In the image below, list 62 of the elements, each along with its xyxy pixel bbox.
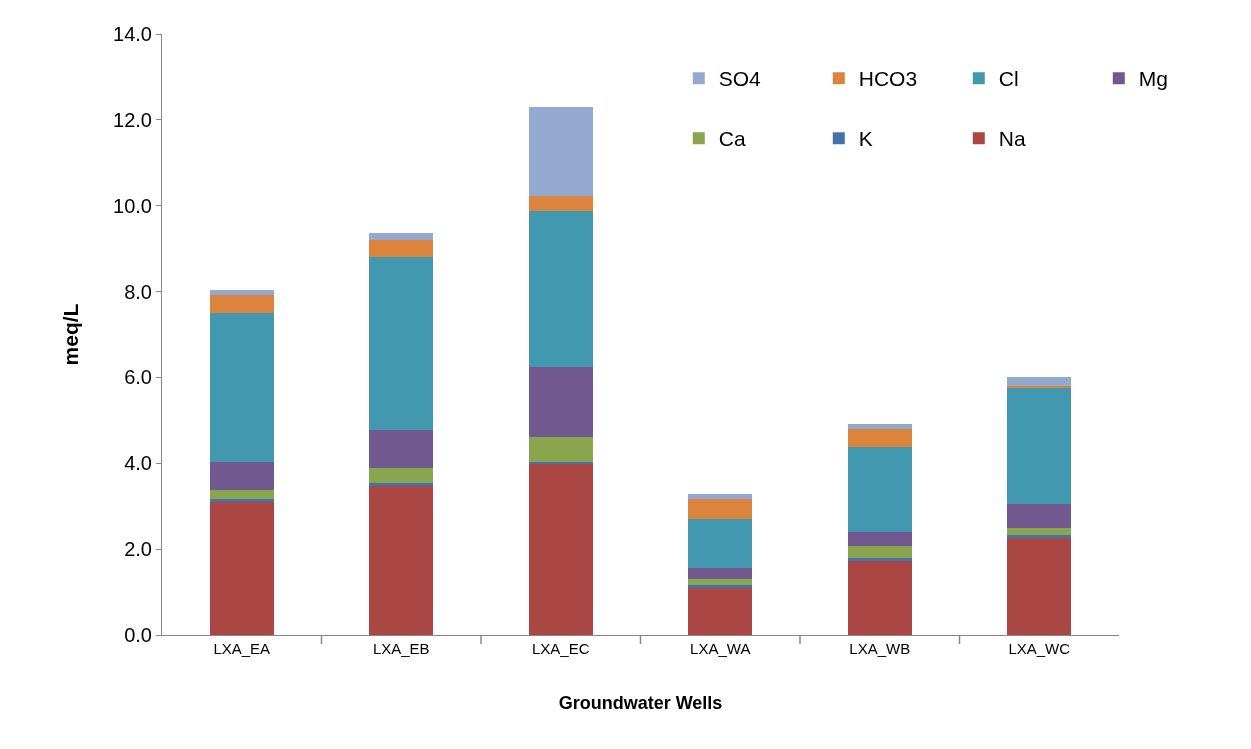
- bar: [369, 257, 434, 430]
- bar: [1007, 527, 1072, 536]
- x-tick-label: LXA_WA: [690, 640, 751, 657]
- bar: [369, 233, 434, 240]
- bar: [209, 461, 274, 490]
- y-tick-label: 12.0: [113, 108, 152, 131]
- bar: [209, 313, 274, 462]
- bar: [209, 290, 274, 295]
- bar: [688, 498, 753, 519]
- legend-label: Cl: [998, 67, 1019, 91]
- bar: [369, 429, 434, 469]
- bar: [688, 518, 753, 569]
- y-tick-label: 4.0: [124, 452, 152, 475]
- bar: [688, 579, 753, 586]
- bar: [847, 428, 912, 447]
- bar: [1007, 388, 1072, 504]
- bar: [369, 239, 434, 258]
- bar: [1007, 535, 1072, 539]
- bar: [528, 106, 593, 196]
- y-tick-label: 8.0: [124, 280, 152, 303]
- bar: [528, 210, 593, 367]
- bar: [847, 531, 912, 546]
- x-tick-label: LXA_WC: [1008, 640, 1071, 657]
- y-tick-label: 2.0: [124, 538, 152, 561]
- bar: [688, 587, 753, 635]
- bar: [847, 545, 912, 558]
- bar: [528, 437, 593, 462]
- bar: [209, 502, 274, 635]
- bar: [209, 489, 274, 499]
- bar: [847, 561, 912, 635]
- x-tick-label: LXA_EB: [372, 640, 430, 657]
- legend-label: HCO3: [858, 67, 918, 91]
- legend-label: Ca: [718, 127, 746, 151]
- bar: [528, 195, 593, 211]
- bar: [1007, 538, 1072, 635]
- bar: [688, 568, 753, 580]
- bar: [528, 366, 593, 438]
- bar: [847, 423, 912, 429]
- y-tick-label: 6.0: [124, 366, 152, 389]
- bar: [209, 294, 274, 314]
- x-tick-label: LXA_WB: [849, 640, 911, 657]
- bar: [369, 482, 434, 486]
- y-tick-label: 14.0: [113, 23, 152, 45]
- legend-label: K: [858, 127, 873, 151]
- y-tick-label: 10.0: [113, 194, 152, 217]
- x-tick-label: LXA_EC: [531, 640, 590, 657]
- bar: [369, 485, 434, 635]
- legend-label: Mg: [1138, 67, 1168, 91]
- bar: [528, 464, 593, 635]
- bar: [688, 494, 753, 499]
- bar: [1007, 386, 1072, 389]
- bar: [688, 585, 753, 588]
- bar: [1007, 377, 1072, 387]
- x-tick-label: LXA_EA: [213, 640, 271, 657]
- bar: [369, 468, 434, 483]
- bar: [847, 446, 912, 532]
- x-axis-title: Groundwater Wells: [558, 693, 723, 714]
- bar: [1007, 503, 1072, 528]
- legend-label: Na: [998, 127, 1026, 151]
- legend-label: SO4: [718, 67, 762, 91]
- y-tick-label: 0.0: [124, 624, 152, 646]
- y-axis-title: meq/L: [59, 303, 83, 366]
